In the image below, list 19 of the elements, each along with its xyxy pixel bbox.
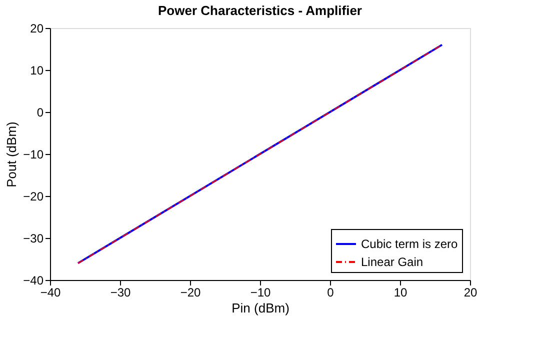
y-axis-title: Pout (dBm) (4, 122, 20, 188)
y-tick-label: −30 (23, 232, 44, 246)
x-tick-label: 0 (327, 286, 334, 300)
x-tick-label: 20 (464, 286, 478, 300)
x-tick-label: −30 (110, 286, 131, 300)
y-tick-label: −10 (23, 148, 44, 162)
x-tick-label: −20 (180, 286, 201, 300)
x-tick-label: −10 (250, 286, 271, 300)
y-tick-label: 0 (36, 106, 44, 120)
legend-label: Linear Gain (361, 255, 424, 269)
x-tick-label: −40 (40, 286, 61, 300)
chart-title: Power Characteristics - Amplifier (158, 3, 362, 18)
legend-label: Cubic term is zero (361, 237, 458, 251)
y-tick-label: −20 (23, 190, 44, 204)
y-tick-label: 10 (30, 64, 44, 78)
x-tick-label: 10 (394, 286, 408, 300)
x-axis-title: Pin (dBm) (232, 300, 290, 316)
y-tick-label: 20 (30, 22, 44, 36)
y-tick-label: −40 (23, 274, 44, 288)
